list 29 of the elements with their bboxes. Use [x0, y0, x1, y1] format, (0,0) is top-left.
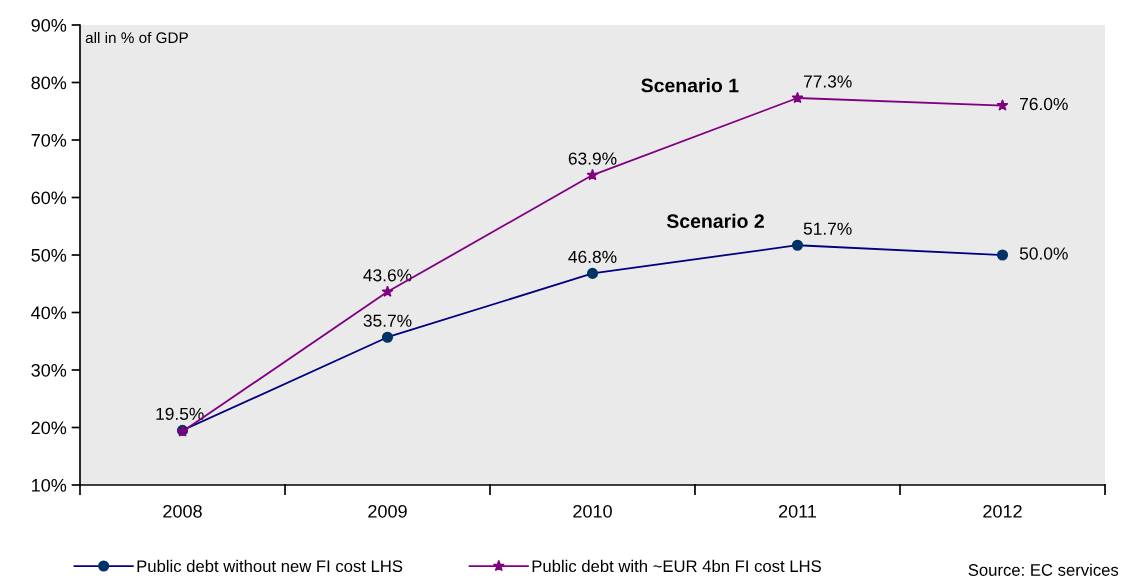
annotation: Scenario 2: [666, 213, 764, 229]
data-label: 19.5%: [156, 407, 204, 420]
data-label: 43.6%: [363, 269, 412, 282]
y-tick-label: 90%: [31, 18, 67, 32]
x-tick-label: 2008: [163, 504, 202, 518]
y-tick-label: 40%: [31, 306, 67, 320]
data-label: 35.7%: [363, 314, 412, 327]
annotation: Scenario 1: [641, 78, 739, 93]
legend-label: Public debt without new FI cost LHS: [137, 559, 403, 573]
data-label: 63.9%: [568, 152, 617, 165]
source-note: Source: EC services: [968, 563, 1119, 576]
data-label: 51.7%: [803, 222, 852, 235]
x-tick-label: 2010: [573, 504, 612, 518]
data-label: 46.8%: [568, 250, 617, 264]
y-tick-label: 70%: [31, 133, 67, 147]
x-tick-label: 2012: [983, 504, 1022, 518]
data-label: 50.0%: [1019, 247, 1068, 260]
y-tick-label: 20%: [31, 421, 67, 435]
y-tick-label: 30%: [31, 363, 67, 377]
x-tick-label: 2009: [368, 504, 407, 518]
data-label: 76.0%: [1020, 97, 1068, 111]
y-tick-label: 80%: [31, 76, 67, 90]
y-tick-label: 50%: [31, 248, 67, 262]
data-label: 77.3%: [803, 75, 852, 88]
legend-label: Public debt with ~EUR 4bn FI cost LHS: [532, 559, 821, 573]
y-tick-label: 10%: [32, 478, 67, 492]
y-tick-label: 60%: [31, 191, 67, 205]
x-tick-label: 2011: [778, 504, 817, 518]
annotation: all in % of GDP: [85, 31, 188, 44]
